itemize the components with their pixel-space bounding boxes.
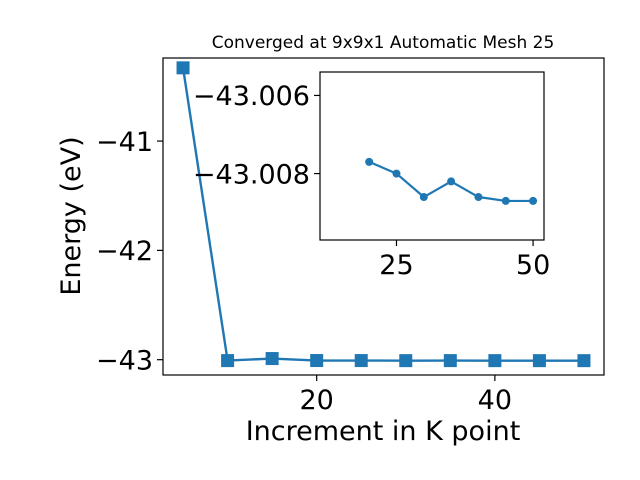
main-data-point (488, 354, 502, 368)
main-data-point (399, 354, 413, 368)
main-axes-frame (162, 57, 605, 376)
inset-y-tick-label: −43.008 (193, 159, 310, 190)
inset-data-point (447, 177, 456, 186)
inset-plot-area (320, 72, 544, 240)
main-y-tick-label: −43 (96, 345, 153, 376)
main-x-tick-label: 20 (300, 385, 334, 416)
inset-data-point (392, 169, 401, 178)
main-data-point (265, 352, 279, 366)
inset-x-tick-label: 25 (379, 250, 413, 281)
main-data-point (354, 354, 368, 368)
main-data-point (176, 61, 190, 75)
inset-data-point (529, 196, 538, 205)
main-series-line (181, 67, 584, 362)
inset-data-point (501, 196, 510, 205)
inset-y-tick-label: −43.006 (193, 81, 310, 112)
inset-ticks: 25 50 −43.008 −43.006 (193, 81, 550, 281)
main-series (176, 61, 591, 368)
main-data-point (310, 354, 324, 368)
main-data-point (577, 354, 591, 368)
main-data-point (443, 354, 457, 368)
inset-data-point (365, 157, 374, 166)
y-axis-label: Energy (eV) (56, 136, 87, 295)
inset-axes-frame (319, 71, 545, 241)
x-axis-label: Increment in K point (246, 416, 521, 447)
inset-data-point (419, 193, 428, 202)
inset-series (365, 157, 538, 205)
main-x-tick-label: 40 (478, 385, 512, 416)
main-ticks: 20 40 −43 −42 −41 (96, 127, 512, 416)
inset-axes: 25 50 −43.008 −43.006 (193, 71, 550, 281)
main-data-point (532, 354, 546, 368)
main-y-tick-label: −41 (96, 127, 153, 158)
chart-title: Converged at 9x9x1 Automatic Mesh 25 (212, 33, 555, 53)
inset-x-tick-label: 50 (516, 250, 550, 281)
main-y-tick-label: −42 (96, 236, 153, 267)
main-data-point (221, 354, 235, 368)
inset-data-point (474, 193, 483, 202)
